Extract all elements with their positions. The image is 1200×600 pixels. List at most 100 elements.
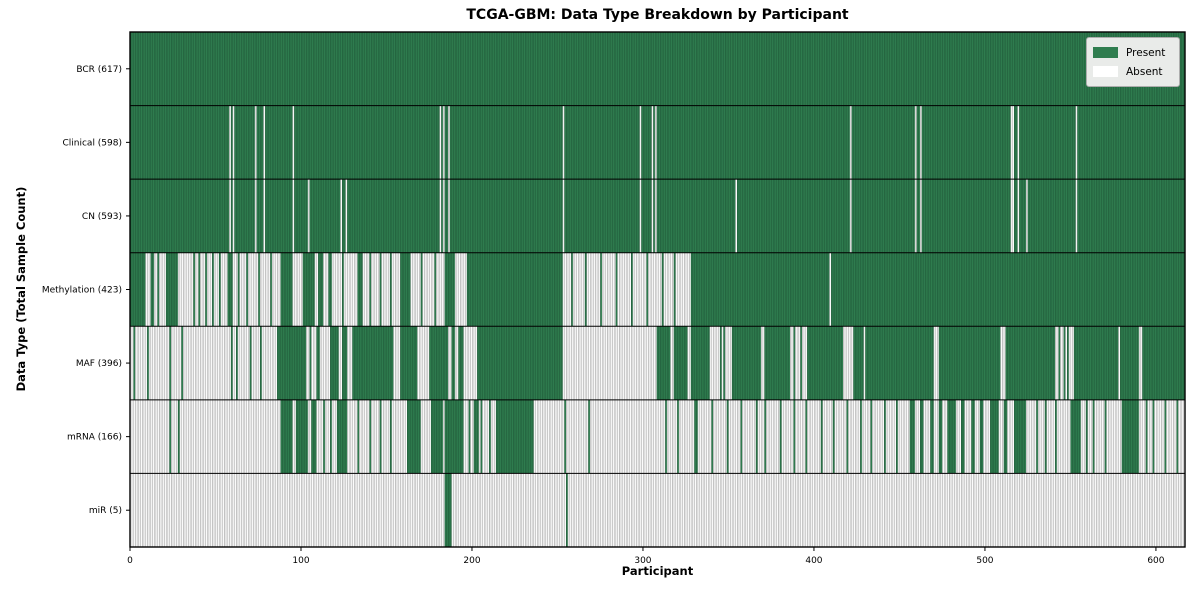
present-run (259, 326, 262, 400)
present-run (653, 179, 655, 253)
present-run (820, 399, 823, 474)
present-run (441, 105, 443, 180)
present-run (851, 179, 915, 253)
present-run (870, 399, 873, 474)
present-run (779, 399, 782, 474)
present-run (328, 252, 332, 327)
present-run (480, 399, 483, 474)
present-run (805, 399, 808, 474)
present-run (1063, 326, 1066, 400)
x-tick-label: 500 (976, 556, 993, 566)
present-run (726, 399, 729, 474)
present-run (342, 326, 348, 400)
present-run (294, 105, 440, 180)
present-run (711, 399, 714, 474)
present-run (256, 179, 264, 253)
present-run (793, 326, 796, 400)
row-CN: CN (593) (82, 178, 1185, 253)
present-run (234, 179, 255, 253)
present-run (1067, 326, 1069, 400)
x-tick-label: 400 (805, 556, 822, 566)
present-run (731, 326, 761, 400)
present-run (451, 326, 455, 400)
present-run (357, 252, 363, 327)
x-tick-label: 200 (463, 556, 480, 566)
present-run (280, 252, 293, 327)
present-run (342, 179, 346, 253)
legend-label-absent: Absent (1126, 65, 1163, 78)
present-run (1092, 399, 1095, 474)
present-run (930, 399, 934, 474)
present-run (336, 399, 348, 474)
present-run (230, 105, 233, 180)
present-run (853, 326, 864, 400)
present-run (1120, 326, 1139, 400)
present-run (407, 399, 421, 474)
present-run (357, 399, 360, 474)
x-tick-label: 100 (292, 556, 309, 566)
present-run (979, 399, 984, 474)
y-tick-label: BCR (617) (76, 65, 122, 75)
present-run (865, 326, 934, 400)
present-run (1014, 399, 1026, 474)
present-run (347, 179, 440, 253)
present-run (921, 179, 1011, 253)
present-run (130, 32, 1185, 106)
present-run (330, 326, 339, 400)
present-run (571, 252, 573, 327)
present-run (265, 105, 293, 180)
present-run (236, 326, 238, 400)
present-run (990, 399, 999, 474)
present-run (400, 252, 411, 327)
y-tick-label: MAF (396) (76, 359, 122, 369)
present-run (379, 399, 382, 474)
present-run (379, 252, 382, 327)
present-run (1077, 179, 1185, 253)
present-run (234, 105, 255, 180)
present-run (434, 252, 437, 327)
present-run (1003, 399, 1008, 474)
present-run (938, 399, 943, 474)
present-run (656, 105, 850, 180)
x-axis-title: Participant (621, 564, 694, 578)
present-run (1058, 326, 1061, 400)
present-run (147, 326, 149, 400)
present-run (831, 252, 1185, 327)
present-run (177, 399, 180, 474)
legend: Present Absent (1086, 37, 1180, 87)
present-run (449, 179, 563, 253)
present-run (449, 105, 563, 180)
present-run (218, 252, 221, 327)
present-run (737, 179, 850, 253)
present-run (694, 399, 698, 474)
present-run (690, 252, 830, 327)
legend-item-present: Present (1093, 43, 1173, 62)
present-run (947, 399, 956, 474)
present-run (237, 252, 240, 327)
present-run (1055, 399, 1057, 474)
present-run (130, 105, 230, 180)
present-run (564, 105, 640, 180)
present-run (318, 252, 324, 327)
present-run (444, 105, 449, 180)
present-run (150, 252, 154, 327)
row-BCR: BCR (617) (76, 32, 1185, 106)
legend-label-present: Present (1126, 46, 1166, 59)
present-run (473, 399, 479, 474)
present-run (256, 105, 264, 180)
present-run (169, 326, 172, 400)
present-run (444, 252, 455, 327)
present-run (588, 399, 590, 474)
present-run (800, 326, 802, 400)
legend-item-absent: Absent (1093, 62, 1173, 81)
present-run (230, 179, 233, 253)
present-run (477, 326, 563, 400)
present-run (369, 399, 372, 474)
present-run (193, 252, 195, 327)
present-run (181, 326, 184, 400)
present-run (130, 179, 230, 253)
present-run (323, 399, 325, 474)
present-run (130, 252, 146, 327)
present-run (807, 326, 844, 400)
present-run (653, 105, 655, 180)
